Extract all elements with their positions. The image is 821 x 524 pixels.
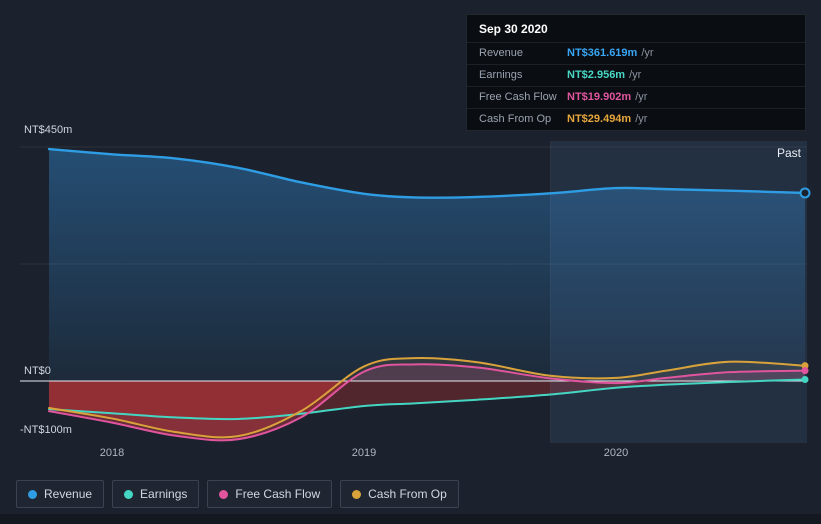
- negative-area: [49, 381, 805, 441]
- y-axis-label-bottom: -NT$100m: [20, 424, 72, 436]
- x-tick-2019: 2019: [351, 447, 377, 459]
- earnings-end-marker: [801, 375, 809, 383]
- highlight-band: [550, 141, 807, 443]
- tooltip-metric-label: Earnings: [479, 69, 523, 81]
- legend-item-earnings[interactable]: Earnings: [112, 480, 200, 508]
- free-cash-flow-dot-icon: [219, 489, 229, 499]
- cash-from-op-dot-icon: [352, 489, 362, 499]
- tooltip-metric-value: NT$29.494m: [567, 113, 632, 125]
- cash-from-op-end-marker: [801, 362, 809, 370]
- tooltip-row-cash-from-op: Cash From Op NT$29.494m /yr: [467, 108, 805, 130]
- free-cash-flow-end-marker: [801, 367, 809, 375]
- tooltip-metric-value: NT$361.619m: [567, 47, 638, 59]
- tooltip-metric-label: Revenue: [479, 47, 524, 59]
- revenue-line: [47, 147, 807, 199]
- revenue-area: [49, 149, 805, 381]
- tooltip-metric-unit: /yr: [641, 47, 654, 59]
- free-cash-flow-line: [48, 363, 806, 442]
- legend-label: Earnings: [140, 487, 188, 501]
- legend-item-cash-from-op[interactable]: Cash From Op: [340, 480, 459, 508]
- tooltip-date: Sep 30 2020: [479, 22, 548, 36]
- tooltip-metric-value: NT$19.902m: [567, 91, 632, 103]
- legend-item-revenue[interactable]: Revenue: [16, 480, 105, 508]
- x-tick-2020: 2020: [603, 447, 629, 459]
- negative-area: [49, 381, 805, 420]
- revenue-end-marker: [799, 187, 811, 199]
- revenue-dot-icon: [28, 489, 37, 499]
- tooltip-metric-unit: /yr: [629, 69, 642, 81]
- tooltip-metric-unit: /yr: [635, 113, 648, 125]
- y-axis-label-top: NT$450m: [24, 124, 73, 136]
- legend-item-free-cash-flow[interactable]: Free Cash Flow: [207, 480, 333, 508]
- tooltip-metric-unit: /yr: [635, 91, 648, 103]
- tooltip-metric-label: Free Cash Flow: [479, 91, 557, 103]
- legend-label: Cash From Op: [368, 487, 447, 501]
- legend: Revenue Earnings Free Cash Flow Cash Fro…: [16, 480, 459, 508]
- cash-from-op-area: [49, 357, 805, 438]
- bottom-scroll-strip[interactable]: [0, 514, 821, 524]
- chart-tooltip: Sep 30 2020 Revenue NT$361.619m /yr Earn…: [466, 14, 806, 131]
- tooltip-metric-value: NT$2.956m: [567, 69, 626, 81]
- legend-label: Revenue: [44, 487, 93, 501]
- tooltip-row-earnings: Earnings NT$2.956m /yr: [467, 64, 805, 86]
- x-tick-2018: 2018: [99, 447, 125, 459]
- earnings-dot-icon: [124, 489, 134, 499]
- legend-label: Free Cash Flow: [235, 487, 321, 501]
- free-cash-flow-area: [49, 364, 805, 441]
- earnings-line: [48, 378, 806, 421]
- y-axis-label-zero: NT$0: [24, 365, 51, 377]
- negative-area: [49, 381, 805, 438]
- cash-from-op-line: [48, 356, 806, 439]
- tooltip-metric-label: Cash From Op: [479, 113, 552, 125]
- tooltip-row-revenue: Revenue NT$361.619m /yr: [467, 42, 805, 64]
- past-label: Past: [776, 146, 801, 160]
- tooltip-row-free-cash-flow: Free Cash Flow NT$19.902m /yr: [467, 86, 805, 108]
